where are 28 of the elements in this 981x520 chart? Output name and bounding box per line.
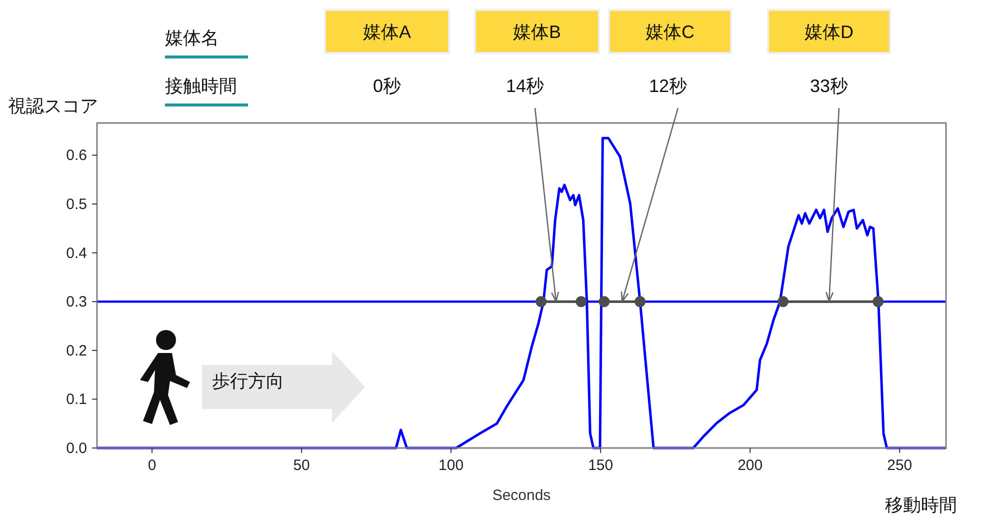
text: 0秒 — [372, 76, 402, 96]
text: 接触時間 — [165, 76, 237, 96]
x-axis-title: Seconds — [492, 487, 551, 504]
text: 媒体A — [362, 22, 412, 42]
x-tick-label: 150 — [588, 457, 614, 474]
x-tick-label: 0 — [148, 457, 156, 474]
y-tick-label: 0.6 — [66, 147, 87, 164]
y-tick-label: 0.5 — [66, 196, 87, 214]
annotation: 14秒 — [506, 76, 544, 96]
y-tick-label: 0.3 — [66, 294, 87, 311]
annotation: 33秒 — [810, 76, 848, 96]
text: 媒体B — [512, 22, 562, 42]
annotation: 12秒 — [648, 76, 688, 96]
x-tick-label: 250 — [887, 457, 912, 474]
y-tick-label: 0.2 — [66, 342, 87, 360]
y-axis-title: 視認スコア — [8, 96, 98, 116]
line-series — [96, 136, 948, 450]
y-tick-label: 0.1 — [66, 391, 87, 408]
text: 媒体D — [804, 22, 854, 42]
y-tick-label: 0.0 — [66, 440, 87, 457]
y-tick-label: 0.4 — [66, 244, 87, 262]
text: 移動時間 — [885, 495, 957, 515]
x-tick-label: 50 — [293, 457, 310, 474]
x-tick-label: 100 — [438, 457, 464, 474]
annotation: 歩行方向 — [212, 371, 284, 391]
text: 媒体C — [646, 22, 694, 42]
text: 媒体名 — [165, 28, 219, 48]
x-tick-label: 200 — [738, 457, 763, 474]
